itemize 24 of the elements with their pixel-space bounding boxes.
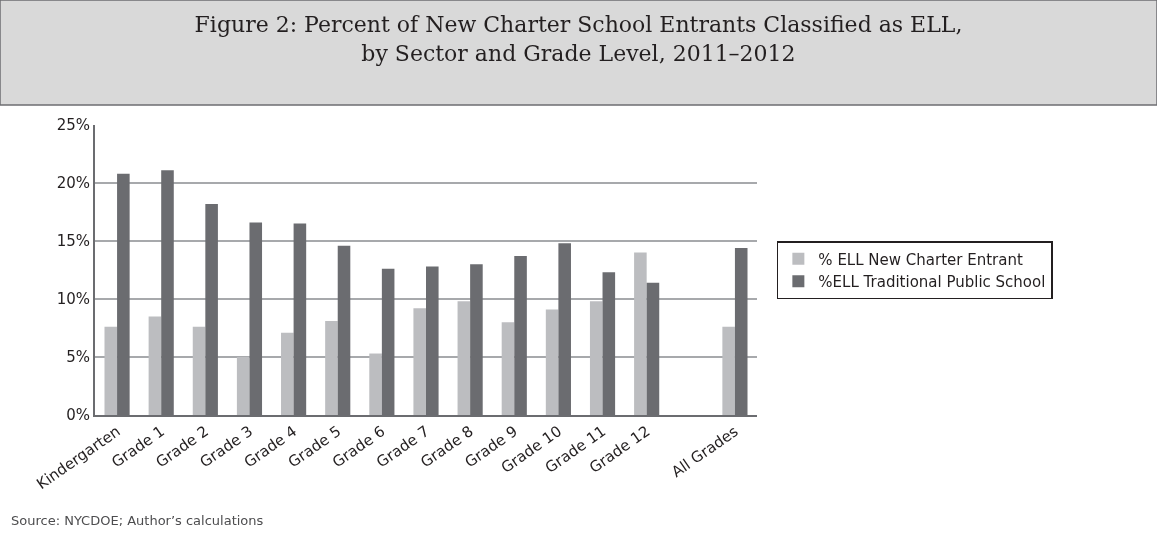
y-tick-label: 25% (56, 116, 90, 135)
bar (369, 353, 382, 415)
bar (325, 321, 338, 415)
y-tick-label: 5% (66, 348, 90, 367)
bar (634, 252, 647, 415)
bar (281, 332, 294, 415)
bar (148, 316, 162, 415)
chart-title: Figure 2: Percent of New Charter School Entrants Classified as ELL, by Sector and Grade Level, 2011–2012 (194, 12, 963, 66)
bar (501, 322, 515, 415)
legend-label: % ELL New Charter Entrant (818, 250, 1023, 269)
bar (104, 326, 118, 415)
bar (413, 308, 426, 415)
source-note: Source: NYCDOE; Author’s calculations (11, 513, 264, 528)
y-tick-label: 10% (56, 290, 90, 309)
bar (545, 309, 559, 415)
bar (236, 357, 250, 415)
bar (589, 301, 603, 415)
legend-label: %ELL Traditional Public School (818, 273, 1046, 292)
bar (722, 326, 735, 415)
y-tick-label: 20% (56, 174, 90, 193)
bar (192, 326, 206, 415)
bar (457, 301, 471, 415)
y-tick-label: 0% (66, 406, 90, 425)
y-tick-label: 15% (56, 232, 90, 251)
